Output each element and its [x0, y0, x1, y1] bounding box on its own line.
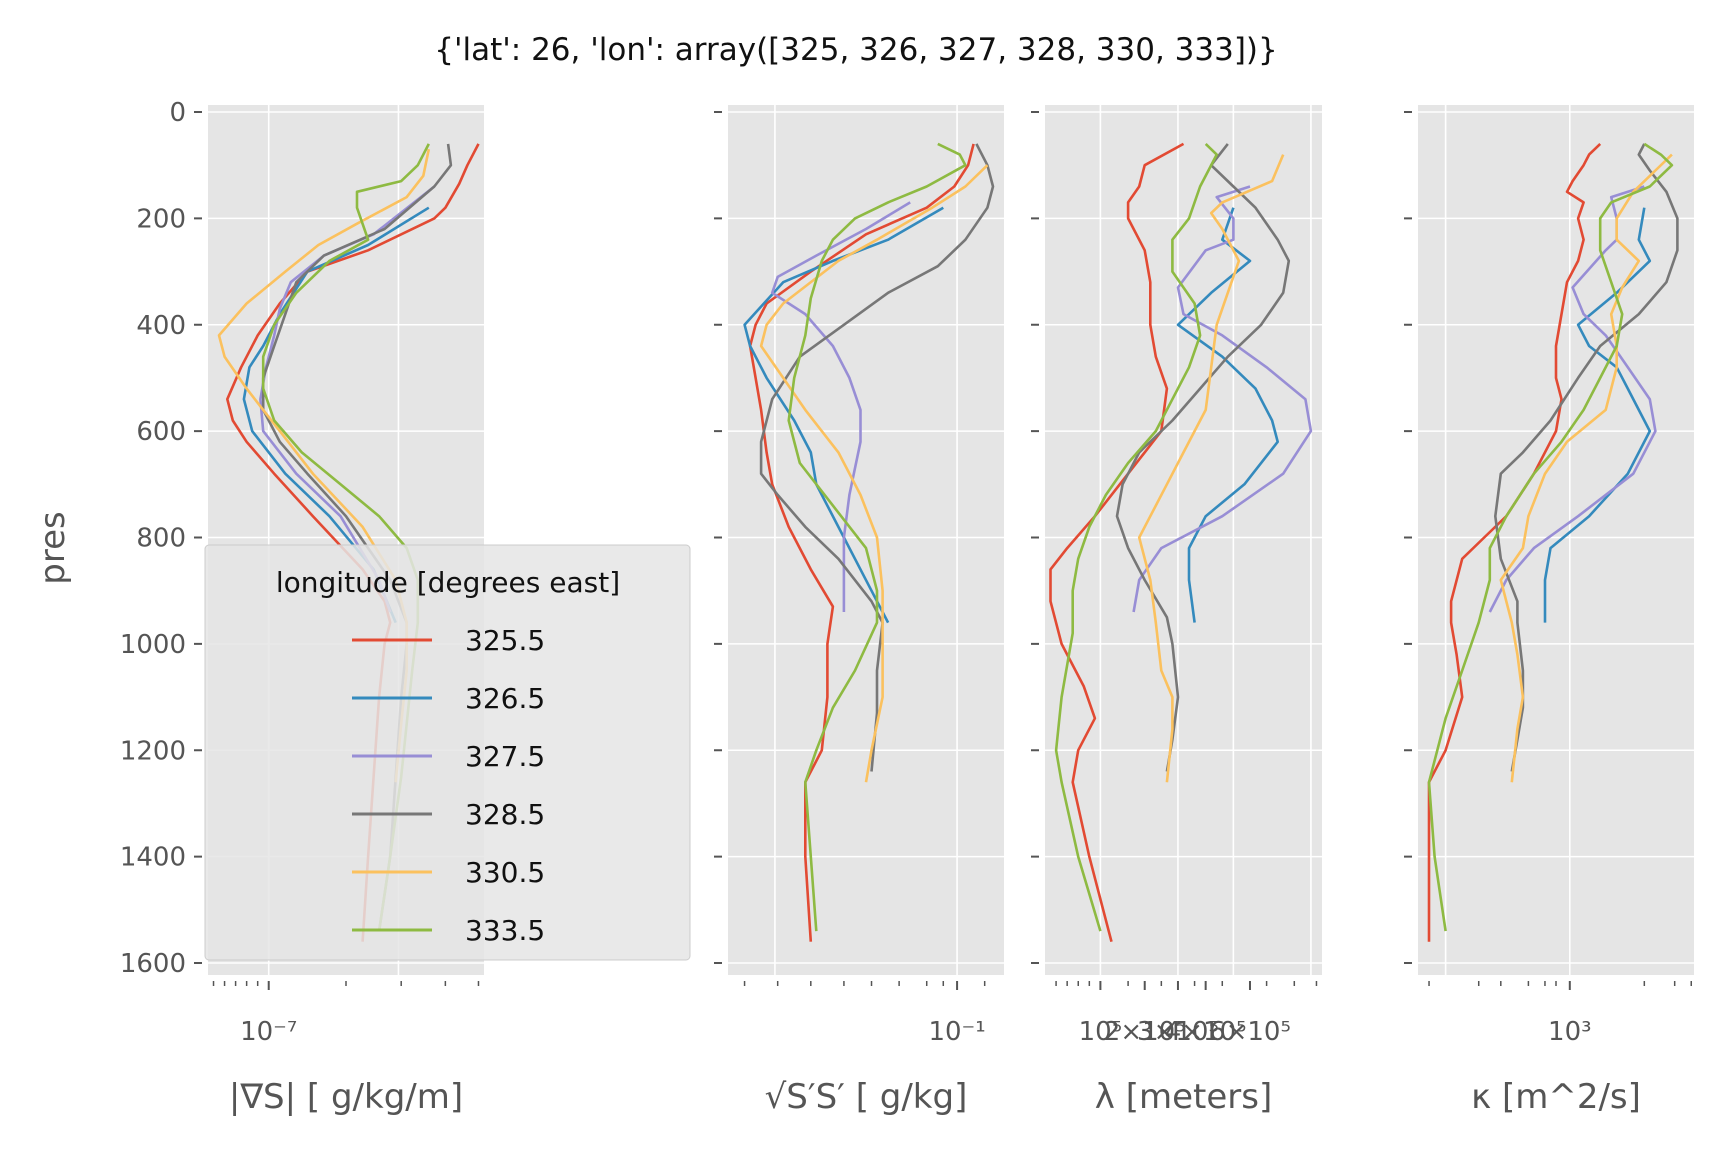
chart-title: {'lat': 26, 'lon': array([325, 326, 327,…	[434, 32, 1278, 68]
panels: 0 200 400 600 800 1000 1200 1400 1600 10⁻⁷ |∇S| [ …	[120, 98, 1694, 1117]
y-tick-label: 800	[136, 524, 186, 554]
series-line-325.5	[1427, 142, 1602, 942]
x-axis-label: |∇S| [ g/kg/m]	[229, 1077, 463, 1117]
series-line-333.5	[787, 142, 967, 932]
y-tick-label: 1600	[120, 949, 186, 979]
series-line-327.5	[1132, 185, 1313, 613]
x-tick-label: 3×10⁵	[1137, 1017, 1219, 1047]
series-line-330.5	[1137, 154, 1285, 783]
legend-entry: 330.5	[465, 856, 545, 889]
plot-area	[728, 105, 1004, 975]
y-tick-label: 400	[136, 311, 186, 341]
x-tick-label: 2×10⁵	[1104, 1017, 1186, 1047]
legend-entry: 327.5	[465, 740, 545, 773]
legend-entry: 328.5	[465, 798, 545, 831]
y-tick-label: 1400	[120, 843, 186, 873]
x-tick-label: 6×10⁵	[1209, 1017, 1291, 1047]
panel-4: 10³ κ [m^2/s]	[1404, 105, 1694, 1117]
series-line-326.5	[242, 206, 430, 624]
legend-entry: 333.5	[465, 914, 545, 947]
legend-box	[204, 544, 691, 961]
legend-entry: 326.5	[465, 682, 545, 715]
plot-area	[1045, 105, 1322, 975]
y-tick-label: 1000	[120, 630, 186, 660]
y-tick-label: 0	[169, 98, 186, 128]
legend-entries: 325.5 326.5 327.5 328.5 330.5 333.5	[352, 624, 545, 947]
x-tick-label: 10⁵	[1079, 1017, 1123, 1047]
x-axis-label: λ [meters]	[1095, 1077, 1272, 1117]
series-line-327.5	[770, 201, 911, 612]
x-axis-label: κ [m^2/s]	[1471, 1077, 1641, 1117]
y-tick-label: 200	[136, 204, 186, 234]
y-axis-label: pres	[33, 511, 73, 584]
plot-area	[1418, 105, 1694, 975]
series-line-328.5	[759, 143, 995, 772]
series-line-330.5	[1499, 153, 1673, 783]
x-tick-label: 10³	[1548, 1017, 1592, 1047]
x-axis-label: √S′S′ [ g/kg]	[765, 1077, 968, 1117]
y-tick-label: 1200	[120, 736, 186, 766]
series-line-333.5	[1427, 142, 1674, 932]
series-line-330.5	[759, 164, 989, 783]
series-line-328.5	[1494, 143, 1679, 772]
x-tick-label: 10⁻¹	[928, 1017, 985, 1047]
x-tick-label: 4×10⁵	[1165, 1017, 1247, 1047]
x-tick-label: 10⁻⁷	[240, 1017, 297, 1047]
series-line-328.5	[1115, 143, 1291, 772]
legend-entry: 325.5	[465, 624, 545, 657]
panel-2: 10⁻¹ √S′S′ [ g/kg]	[714, 105, 1004, 1117]
y-tick-label: 600	[136, 417, 186, 447]
series-line-326.5	[1176, 207, 1279, 623]
series-line-326.5	[1543, 207, 1652, 623]
series-line-333.5	[1054, 142, 1218, 932]
legend: longitude [degrees east] 325.5 326.5 327.5…	[204, 544, 691, 961]
legend-title: longitude [degrees east]	[276, 566, 620, 599]
